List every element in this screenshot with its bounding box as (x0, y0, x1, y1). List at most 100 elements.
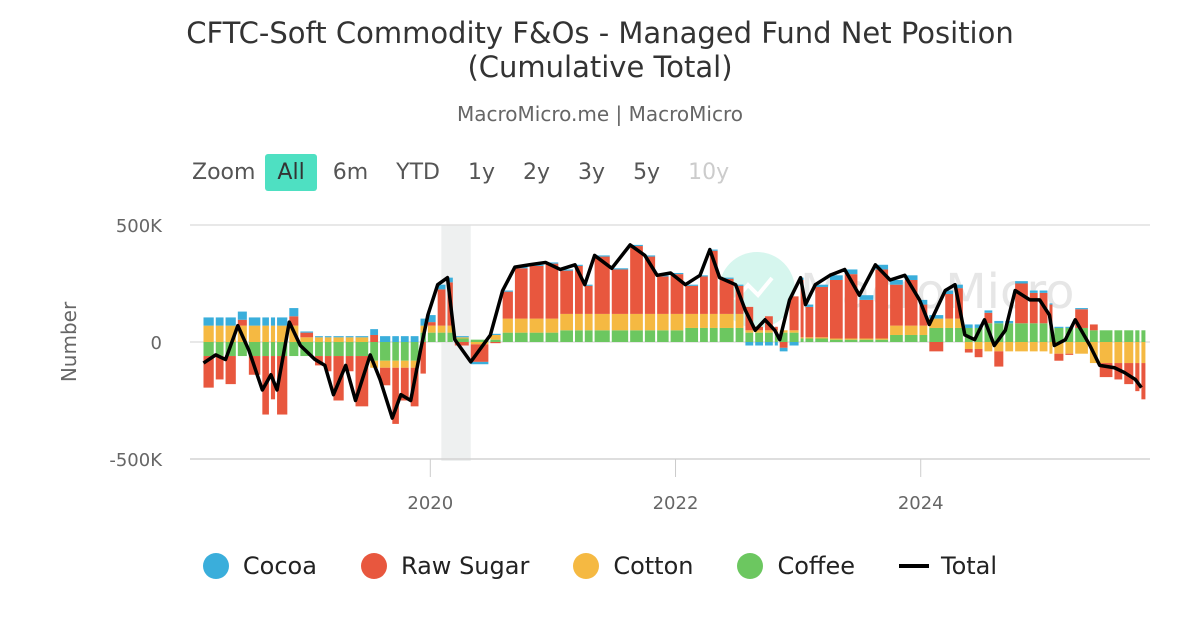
bar-coffee (545, 332, 559, 342)
bar-cocoa (955, 284, 963, 289)
legend-item-coffee[interactable]: Coffee (737, 552, 855, 580)
bar-cocoa (410, 336, 419, 342)
bar-cocoa (1015, 281, 1028, 284)
bar-coffee (490, 339, 501, 342)
bar-coffee (800, 338, 804, 342)
bar-cocoa (685, 284, 699, 286)
bar-cotton (1049, 342, 1053, 354)
bar-cocoa (1049, 303, 1053, 305)
bar-coffee (1039, 323, 1048, 342)
bar-raw-sugar (437, 289, 446, 326)
bar-coffee (277, 342, 288, 357)
bar-cocoa (929, 315, 944, 319)
legend-label: Raw Sugar (400, 552, 530, 580)
bar-raw-sugar (324, 356, 332, 372)
bar-cotton (844, 338, 858, 340)
bar-coffee (1124, 330, 1134, 342)
bar-cotton (755, 330, 764, 333)
zoom-1y-button[interactable]: 1y (467, 160, 495, 185)
zoom-3y-button[interactable]: 3y (578, 160, 606, 185)
bar-cocoa (324, 336, 332, 338)
bar-coffee (765, 332, 773, 342)
bar-coffee (919, 334, 928, 342)
legend-item-raw-sugar[interactable]: Raw Sugar (360, 552, 530, 580)
bar-coffee (270, 342, 276, 357)
bar-raw-sugar (719, 278, 734, 314)
bar-raw-sugar (789, 296, 799, 331)
x-tick-label: 2020 (407, 493, 453, 514)
bar-coffee (594, 330, 610, 342)
bar-raw-sugar (774, 326, 778, 331)
chart-subtitle: MacroMicro.me | MacroMicro (457, 102, 743, 126)
legend-item-total[interactable]: Total (899, 552, 997, 580)
x-tick-label: 2022 (653, 493, 699, 514)
bar-cotton (904, 325, 918, 335)
y-tick-label: 0 (151, 333, 162, 354)
bar-cotton (830, 338, 843, 340)
bar-raw-sugar (685, 285, 699, 314)
legend-label: Cotton (613, 552, 694, 580)
bar-raw-sugar (700, 276, 708, 314)
bar-cocoa (644, 255, 656, 257)
bar-raw-sugar (1015, 283, 1028, 324)
bar-raw-sugar (225, 356, 236, 385)
bar-cotton (964, 342, 973, 350)
bar-cotton (514, 318, 528, 333)
bar-cotton (919, 325, 928, 335)
bar-cocoa (370, 329, 379, 335)
bar-cotton (400, 360, 409, 368)
bar-coffee (392, 342, 399, 361)
bar-cocoa (225, 317, 236, 326)
bar-coffee (611, 330, 629, 342)
bar-cotton (984, 342, 993, 352)
bar-cocoa (400, 336, 409, 342)
bar-cotton (594, 313, 610, 331)
zoom-ytd-button[interactable]: YTD (396, 160, 440, 185)
bar-coffee (779, 332, 788, 342)
bar-cotton (1005, 342, 1014, 352)
zoom-5y-button[interactable]: 5y (633, 160, 661, 185)
bar-raw-sugar (875, 269, 889, 339)
bar-coffee (560, 330, 573, 342)
bar-cotton (1054, 342, 1064, 354)
bar-cotton (815, 337, 828, 339)
bar-cocoa (735, 284, 744, 286)
bar-cocoa (1039, 290, 1048, 293)
bar-cocoa (974, 324, 983, 328)
bar-coffee (1099, 330, 1113, 342)
bar-cotton (380, 360, 391, 368)
bar-coffee (215, 342, 224, 357)
bar-raw-sugar (1029, 292, 1038, 324)
zoom-2y-button[interactable]: 2y (523, 160, 551, 185)
legend-item-cotton[interactable]: Cotton (573, 552, 693, 580)
bar-coffee (437, 332, 446, 342)
legend-item-cocoa[interactable]: Cocoa (202, 552, 317, 580)
bar-cotton (630, 313, 643, 331)
zoom-all-button[interactable]: All (265, 154, 317, 191)
bar-cocoa (470, 361, 489, 365)
chart-title: CFTC-Soft Commodity F&Os - Managed Fund … (0, 16, 1200, 84)
bar-raw-sugar (964, 349, 973, 353)
bar-raw-sugar (1054, 353, 1064, 361)
bar-raw-sugar (380, 367, 391, 386)
legend-label: Coffee (777, 552, 855, 580)
bar-cotton (611, 313, 629, 331)
bar-cotton (427, 325, 436, 333)
y-tick-label: 500K (116, 216, 163, 237)
bar-cotton (685, 313, 699, 328)
x-tick-label: 2024 (898, 493, 944, 514)
bar-coffee (584, 330, 593, 342)
bar-cocoa (745, 342, 754, 346)
bar-coffee (529, 332, 544, 342)
zoom-6m-button[interactable]: 6m (332, 160, 369, 185)
bar-coffee (289, 342, 299, 357)
bar-coffee (574, 330, 583, 342)
bar-raw-sugar (844, 274, 858, 339)
bar-cocoa (545, 262, 559, 264)
bar-coffee (955, 327, 963, 342)
bar-raw-sugar (300, 332, 314, 338)
bar-raw-sugar (490, 342, 501, 344)
bar-cotton (470, 342, 489, 345)
